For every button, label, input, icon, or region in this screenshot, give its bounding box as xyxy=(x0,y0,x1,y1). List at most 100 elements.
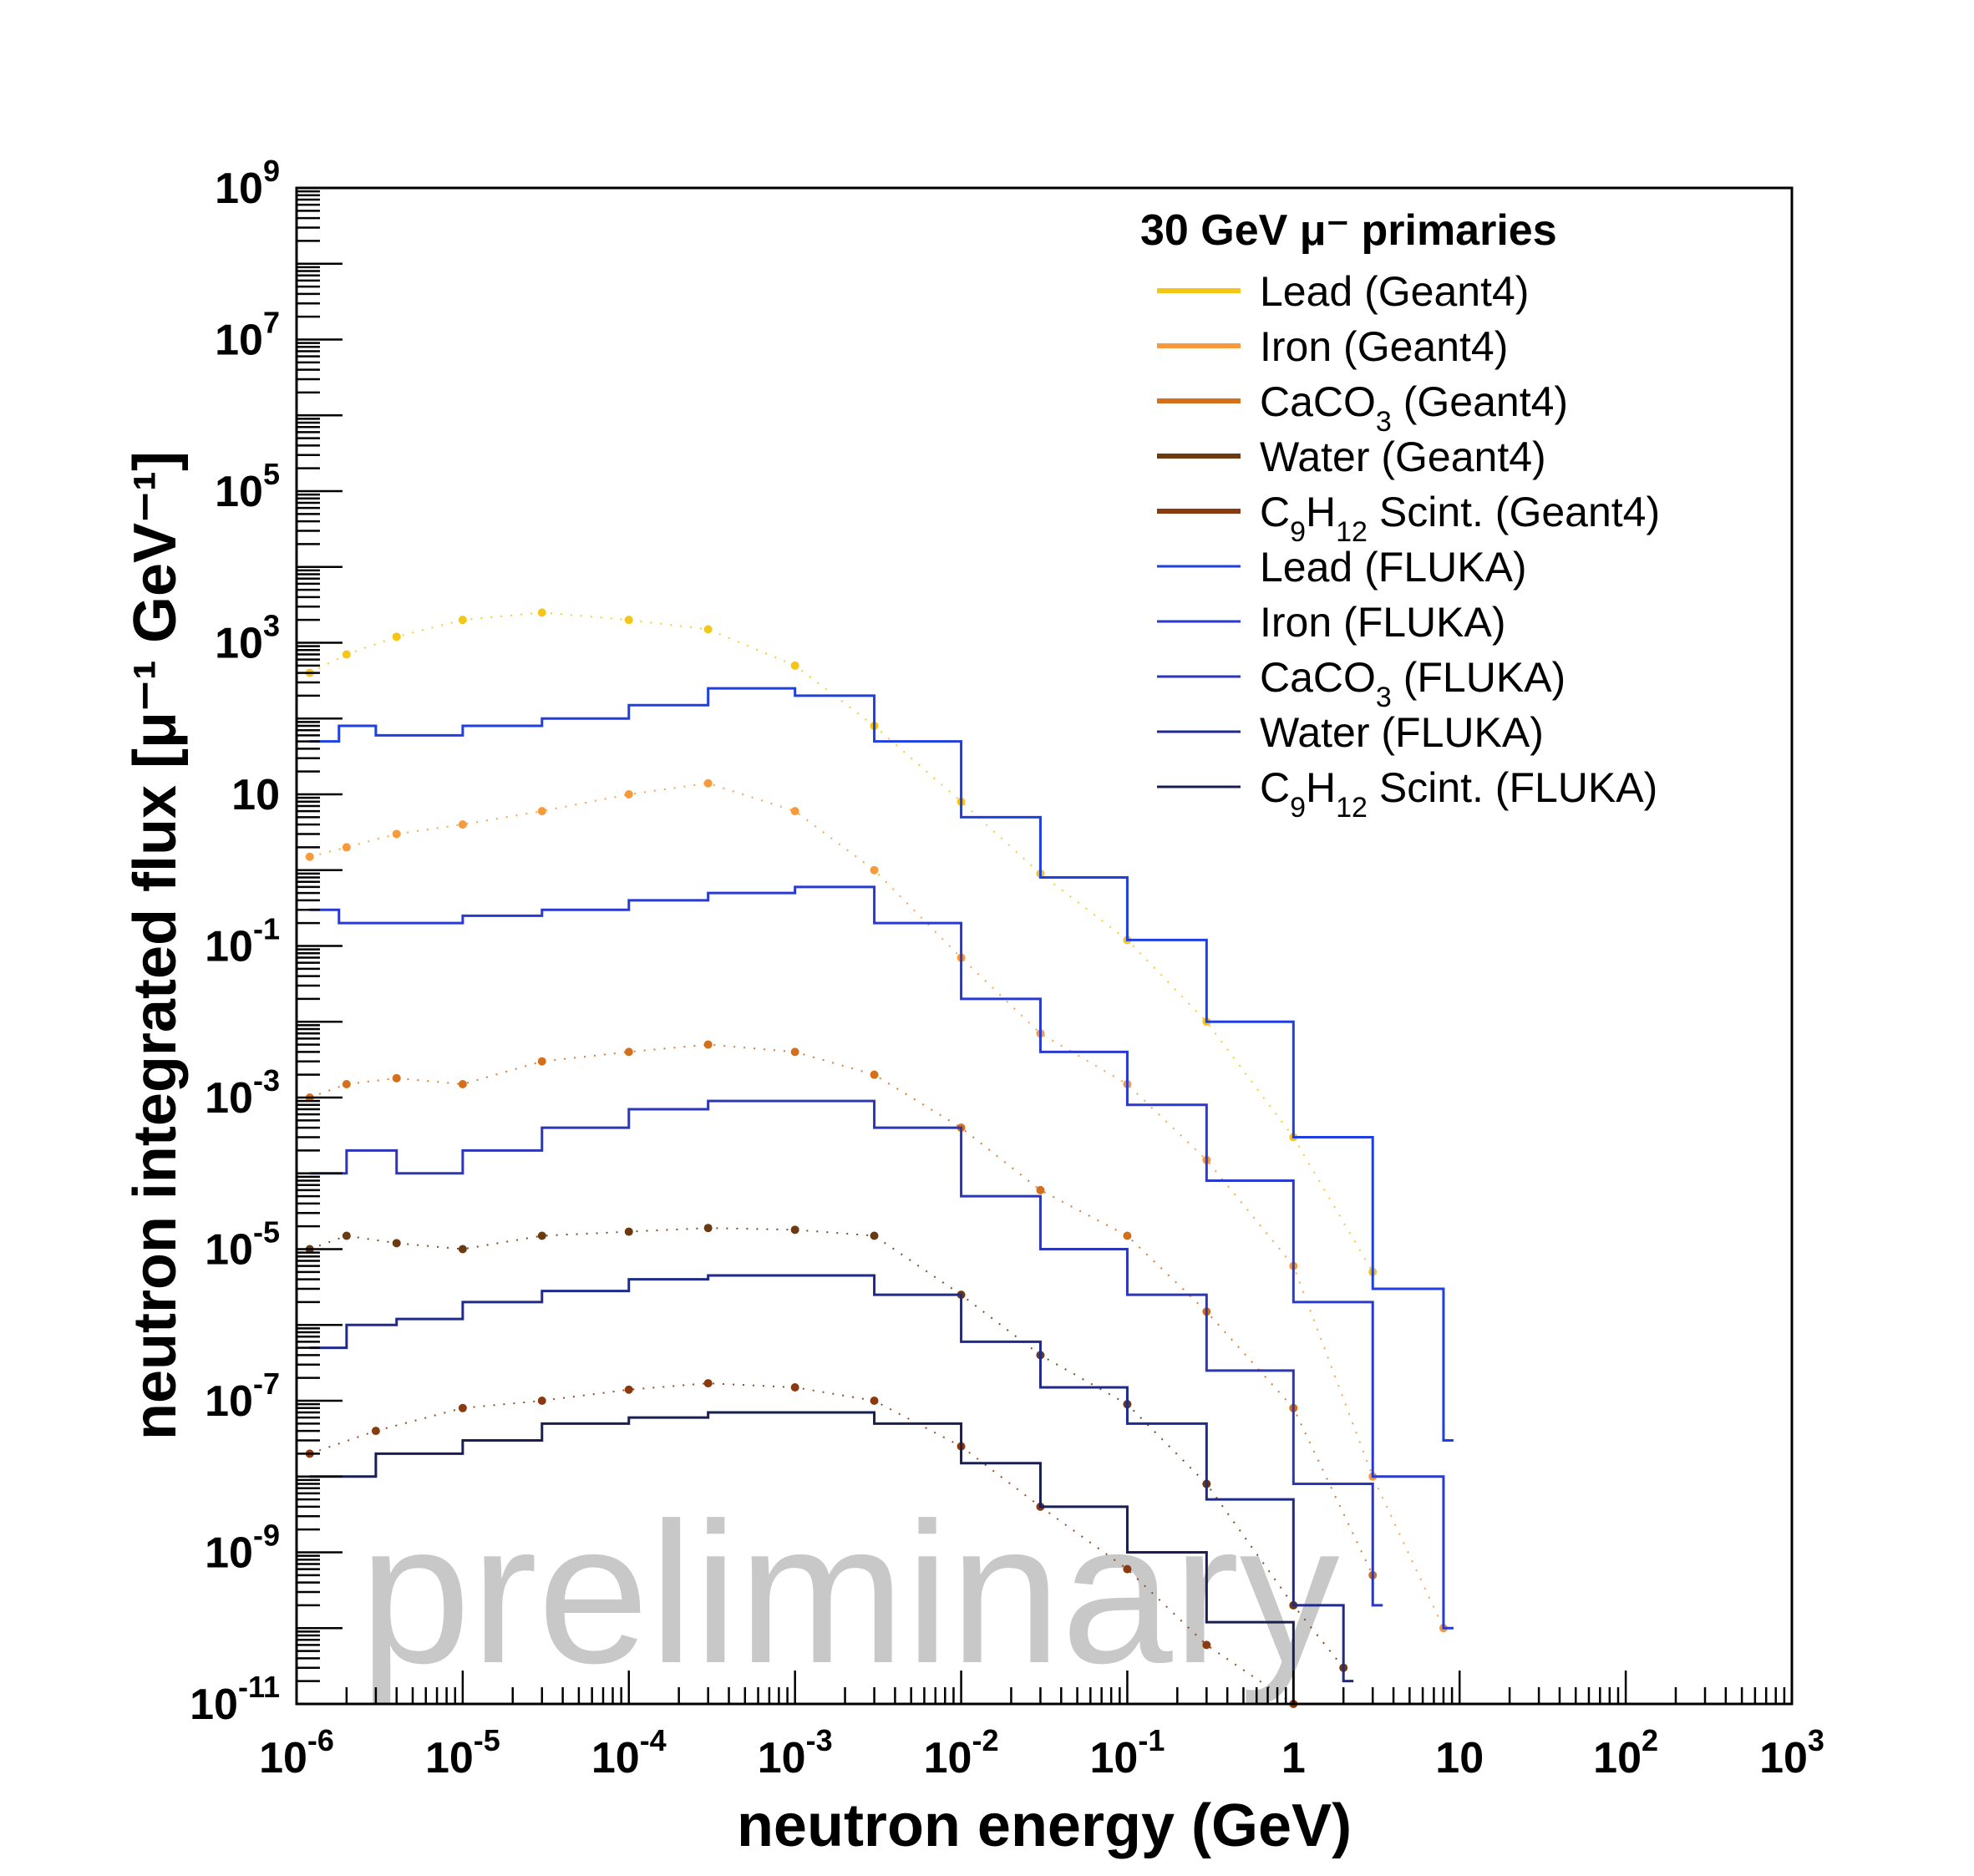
y-tick-label: 10-1 xyxy=(205,912,280,971)
x-tick-label-base: 10 xyxy=(1759,1734,1808,1782)
data-point xyxy=(703,1379,713,1388)
y-tick-label: 10-5 xyxy=(205,1215,280,1275)
watermark: preliminary xyxy=(359,1481,1340,1705)
x-tick-label-base: 10 xyxy=(591,1734,640,1782)
data-point xyxy=(458,616,467,625)
series-2 xyxy=(305,1040,1378,1579)
x-tick-label-exp: -5 xyxy=(474,1723,500,1757)
x-tick-label-base: 10 xyxy=(425,1734,474,1782)
data-point xyxy=(790,661,799,670)
data-point xyxy=(624,616,633,625)
data-point xyxy=(1036,1185,1045,1194)
x-tick-label-base: 10 xyxy=(1593,1734,1642,1782)
y-tick-label-exp: 5 xyxy=(263,457,280,491)
y-tick-label-base: 10 xyxy=(231,771,280,819)
legend-label: Iron (FLUKA) xyxy=(1260,599,1506,646)
legend-label: Lead (FLUKA) xyxy=(1260,544,1527,591)
legend-label-rest: Scint. (FLUKA) xyxy=(1368,764,1657,811)
series-9 xyxy=(309,1411,1304,1706)
data-point xyxy=(1202,1640,1211,1650)
legend-label-main: CaCO xyxy=(1260,378,1376,425)
x-tick-label: 10-2 xyxy=(924,1723,999,1782)
y-tick-label-exp: 9 xyxy=(263,154,280,188)
data-point xyxy=(703,625,713,634)
x-axis-title: neutron energy (GeV) xyxy=(737,1792,1352,1859)
series-layer xyxy=(305,608,1454,1708)
x-tick-label: 10-6 xyxy=(259,1723,334,1782)
series-line xyxy=(309,687,1454,1442)
data-point xyxy=(624,790,633,799)
data-point xyxy=(392,1073,401,1083)
series-line xyxy=(309,1099,1383,1607)
y-tick-label-exp: -1 xyxy=(253,912,280,946)
data-point xyxy=(458,1403,467,1412)
data-point xyxy=(342,1080,351,1089)
legend-label-main: Lead (Geant4) xyxy=(1260,268,1529,315)
data-point xyxy=(703,778,713,788)
data-point xyxy=(371,1427,380,1436)
data-point xyxy=(458,820,467,829)
data-point xyxy=(624,1385,633,1394)
data-point xyxy=(790,807,799,816)
y-tick-label-exp: -7 xyxy=(253,1366,280,1401)
data-point xyxy=(537,608,546,617)
y-tick-label-exp: -5 xyxy=(253,1215,280,1250)
legend-label-main: CaCO xyxy=(1260,654,1376,701)
legend-label-sub: 9 xyxy=(1290,516,1306,548)
data-point xyxy=(537,1057,546,1066)
legend-label-main: C xyxy=(1260,764,1290,811)
legend-title: 30 GeV μ⁻ primaries xyxy=(1140,206,1557,255)
data-point xyxy=(392,632,401,641)
series-5 xyxy=(309,687,1454,1442)
y-tick-label-exp: -9 xyxy=(253,1519,280,1553)
legend-label-main: Iron (FLUKA) xyxy=(1260,599,1506,646)
legend-label-main: Water (Geant4) xyxy=(1260,434,1546,480)
data-point xyxy=(870,1070,879,1079)
data-point xyxy=(537,1397,546,1405)
legend-label: Iron (Geant4) xyxy=(1260,323,1508,370)
data-point xyxy=(305,852,314,861)
data-point xyxy=(537,807,546,816)
legend-label-sub: 3 xyxy=(1376,406,1392,438)
data-point xyxy=(870,865,879,875)
legend-label-rest: (FLUKA) xyxy=(1392,654,1565,701)
data-point xyxy=(458,1245,467,1254)
y-tick-label: 10 xyxy=(231,771,280,819)
y-tick-label: 109 xyxy=(215,154,280,213)
x-tick-label-exp: 2 xyxy=(1642,1723,1658,1757)
series-line xyxy=(309,1274,1354,1683)
data-point xyxy=(537,1231,546,1240)
legend-label-mid: H xyxy=(1306,489,1336,535)
x-tick-label: 10 xyxy=(1435,1734,1484,1782)
data-point xyxy=(392,1239,401,1248)
x-tick-label-exp: 3 xyxy=(1808,1723,1824,1757)
x-tick-label-base: 1 xyxy=(1281,1734,1306,1782)
y-tick-label: 10-7 xyxy=(205,1366,280,1426)
data-point xyxy=(624,1227,633,1236)
y-tick-label: 10-11 xyxy=(190,1670,280,1729)
x-tick-label: 10-4 xyxy=(591,1723,667,1782)
data-point xyxy=(342,843,351,852)
series-8 xyxy=(309,1274,1354,1683)
y-tick-label: 107 xyxy=(215,306,280,365)
legend: 30 GeV μ⁻ primaries Lead (Geant4) Iron (G… xyxy=(1140,206,1660,824)
series-line xyxy=(309,1227,1344,1669)
y-tick-label: 105 xyxy=(215,457,280,516)
data-point xyxy=(703,1224,713,1233)
x-tick-label-exp: -3 xyxy=(806,1723,833,1757)
legend-label: CaCO3 (Geant4) xyxy=(1260,378,1568,438)
legend-label-mid: H xyxy=(1306,764,1336,811)
data-point xyxy=(392,829,401,839)
x-tick-label: 1 xyxy=(1281,1734,1306,1782)
x-tick-label-exp: -6 xyxy=(307,1723,334,1757)
data-point xyxy=(703,1040,713,1049)
series-7 xyxy=(309,1099,1383,1607)
series-0 xyxy=(305,608,1378,1276)
x-tick-label: 10-5 xyxy=(425,1723,500,1782)
x-tick-label: 10-1 xyxy=(1090,1723,1165,1782)
data-point xyxy=(1123,1231,1132,1240)
x-tick-label-exp: -4 xyxy=(640,1723,667,1757)
y-tick-label-exp: -3 xyxy=(253,1063,280,1098)
x-tick-label: 103 xyxy=(1759,1723,1824,1782)
